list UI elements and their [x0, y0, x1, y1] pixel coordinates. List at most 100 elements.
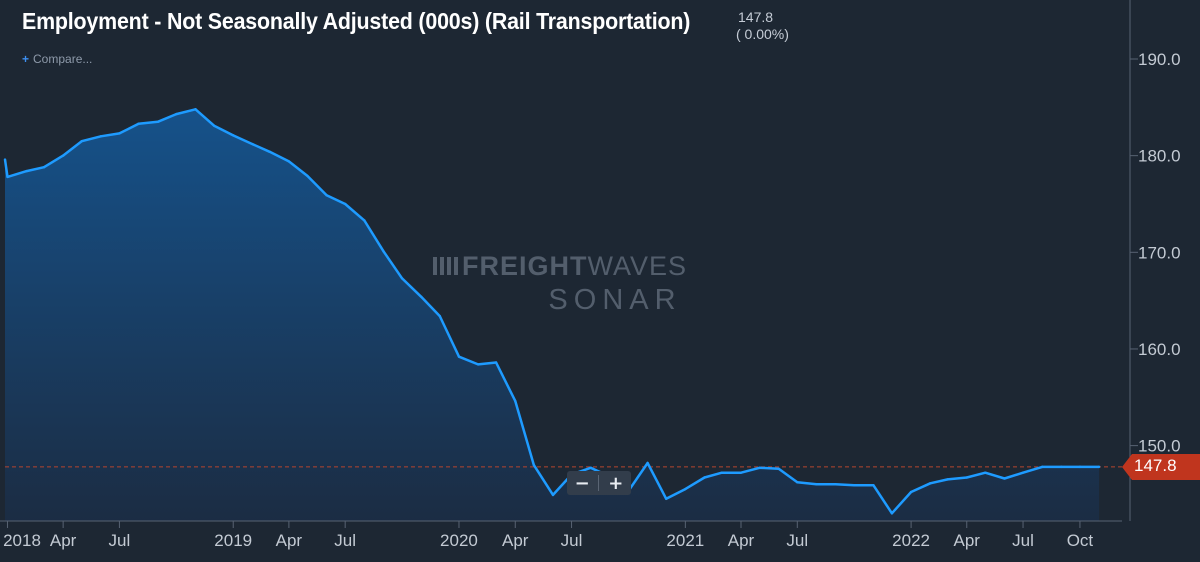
- data-point: [438, 314, 442, 318]
- x-tick-label: 2020: [440, 531, 478, 550]
- data-point: [325, 194, 328, 197]
- last-value-badge-label: 147.8: [1134, 456, 1177, 475]
- data-point: [118, 132, 121, 135]
- x-tick-label: 2018: [3, 531, 41, 550]
- freightwaves-sonar-watermark: FREIGHTWAVES SONAR: [433, 251, 687, 316]
- data-point: [664, 497, 668, 500]
- header-last-value: 147.8: [738, 9, 774, 25]
- data-point: [514, 399, 517, 403]
- x-tick-label: Apr: [728, 531, 755, 550]
- data-point: [137, 122, 140, 125]
- data-point: [99, 135, 103, 138]
- data-point: [720, 471, 724, 474]
- data-point: [815, 483, 818, 486]
- chart-title: Employment - Not Seasonally Adjusted (00…: [22, 8, 691, 34]
- data-point: [1041, 465, 1044, 469]
- x-tick-label: Apr: [954, 531, 981, 550]
- data-point: [25, 169, 28, 173]
- x-tick-label: Apr: [276, 531, 303, 550]
- data-point: [3, 158, 7, 161]
- watermark-product: SONAR: [548, 284, 681, 316]
- compare-button[interactable]: + Compare...: [22, 52, 92, 66]
- zoom-in-button[interactable]: +: [608, 472, 624, 494]
- zoom-out-button[interactable]: −: [574, 472, 590, 494]
- header-last-change: ( 0.00%): [736, 26, 789, 42]
- x-tick-label: Jul: [1012, 531, 1034, 550]
- data-point: [1003, 477, 1006, 480]
- watermark-logo-icon: [433, 257, 458, 275]
- x-tick-label: Apr: [502, 531, 529, 550]
- x-tick-label: Jul: [109, 531, 131, 550]
- data-point: [457, 355, 461, 358]
- data-point: [212, 124, 216, 127]
- y-tick-label: 150.0: [1138, 437, 1181, 456]
- x-tick-label: Jul: [334, 531, 356, 550]
- y-tick-label: 180.0: [1138, 147, 1181, 166]
- data-point: [1060, 465, 1063, 469]
- data-point: [42, 166, 46, 169]
- data-point: [929, 482, 932, 485]
- data-point: [6, 175, 9, 179]
- data-point: [382, 250, 385, 253]
- data-point: [834, 483, 837, 486]
- data-point: [872, 484, 875, 487]
- data-point: [80, 139, 83, 143]
- x-tick-label: Oct: [1067, 531, 1094, 550]
- watermark-brand-bold: FREIGHT: [462, 251, 588, 281]
- data-point: [684, 487, 687, 491]
- data-point: [175, 112, 178, 116]
- y-tick-label: 190.0: [1138, 50, 1181, 69]
- data-point: [343, 202, 347, 206]
- data-point: [476, 363, 480, 366]
- data-point: [251, 142, 254, 146]
- data-point: [589, 466, 592, 470]
- data-point: [1097, 465, 1101, 469]
- zoom-divider: [598, 475, 600, 491]
- x-tick-label: Jul: [786, 531, 808, 550]
- data-point: [758, 466, 761, 470]
- data-point: [739, 471, 743, 474]
- x-tick-label: Jul: [561, 531, 583, 550]
- zoom-control: − +: [567, 471, 631, 495]
- data-point: [420, 295, 423, 298]
- data-point: [984, 471, 987, 474]
- x-tick-label: Apr: [50, 531, 77, 550]
- data-point: [909, 490, 913, 494]
- data-point: [194, 108, 197, 111]
- data-point: [306, 174, 309, 178]
- data-point: [532, 463, 536, 467]
- data-point: [494, 361, 498, 364]
- data-point: [551, 493, 555, 497]
- data-point: [890, 512, 894, 515]
- x-tick-label: 2021: [666, 531, 704, 550]
- plus-icon: +: [22, 52, 30, 66]
- x-tick-label: 2019: [214, 531, 252, 550]
- watermark-brand-light: WAVES: [588, 251, 688, 281]
- data-point: [156, 120, 159, 124]
- y-tick-label: 160.0: [1138, 340, 1181, 359]
- data-point: [268, 150, 271, 153]
- data-point: [61, 154, 65, 157]
- data-point: [400, 277, 404, 280]
- data-point: [1021, 471, 1025, 474]
- data-point: [852, 484, 856, 487]
- last-value-badge: [1122, 454, 1200, 480]
- svg-text:FREIGHTWAVES: FREIGHTWAVES: [462, 251, 687, 281]
- data-point: [946, 478, 949, 481]
- data-point: [965, 476, 968, 479]
- x-tick-label: 2022: [892, 531, 930, 550]
- data-point: [796, 481, 799, 484]
- y-tick-label: 170.0: [1138, 243, 1181, 262]
- data-point: [646, 461, 649, 465]
- series-line: [3, 108, 1100, 515]
- data-point: [287, 160, 291, 163]
- data-point: [1078, 465, 1082, 469]
- data-point: [232, 134, 235, 137]
- data-point: [703, 476, 706, 479]
- series-area-fill: [5, 109, 1100, 522]
- data-point: [363, 219, 366, 222]
- compare-label: Compare...: [33, 52, 93, 66]
- data-point: [777, 467, 780, 471]
